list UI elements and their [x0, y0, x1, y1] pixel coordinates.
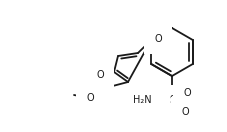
Text: S: S [168, 95, 174, 105]
Text: O: O [182, 88, 190, 98]
Text: O: O [153, 34, 161, 44]
Text: O: O [86, 93, 93, 103]
Text: O: O [180, 107, 188, 117]
Text: H₂N: H₂N [133, 95, 151, 105]
Text: O: O [96, 70, 103, 80]
